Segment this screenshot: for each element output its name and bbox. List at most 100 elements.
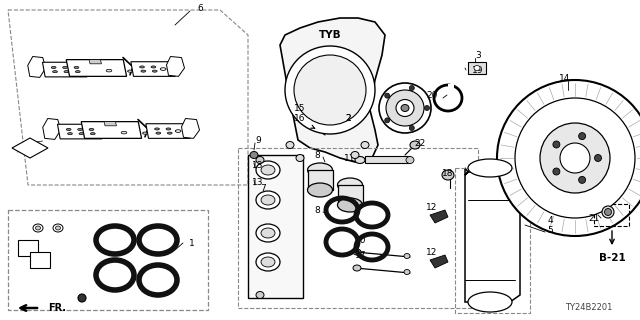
Ellipse shape <box>79 132 84 135</box>
Ellipse shape <box>261 195 275 205</box>
Text: 13: 13 <box>252 161 264 170</box>
Text: 17: 17 <box>355 252 367 260</box>
Ellipse shape <box>404 269 410 275</box>
Ellipse shape <box>379 83 431 133</box>
Ellipse shape <box>468 159 512 177</box>
Ellipse shape <box>404 253 410 259</box>
Polygon shape <box>58 124 102 139</box>
Polygon shape <box>81 122 141 138</box>
Ellipse shape <box>294 55 366 125</box>
Ellipse shape <box>261 257 275 267</box>
Text: FR.: FR. <box>48 303 66 313</box>
Ellipse shape <box>515 98 635 218</box>
Ellipse shape <box>553 141 560 148</box>
Text: 4: 4 <box>547 215 553 225</box>
Ellipse shape <box>53 224 63 232</box>
Ellipse shape <box>285 46 375 134</box>
Text: 19: 19 <box>472 66 484 75</box>
Ellipse shape <box>256 161 280 179</box>
Text: 1: 1 <box>189 238 195 247</box>
Ellipse shape <box>160 68 166 70</box>
Ellipse shape <box>410 125 414 131</box>
Polygon shape <box>430 255 448 268</box>
Bar <box>238 148 478 308</box>
Ellipse shape <box>76 71 80 73</box>
Bar <box>30 252 50 268</box>
Text: 15: 15 <box>294 103 306 113</box>
Ellipse shape <box>595 155 602 162</box>
Ellipse shape <box>166 128 171 130</box>
Polygon shape <box>182 118 200 138</box>
Ellipse shape <box>396 100 414 116</box>
Polygon shape <box>12 138 48 158</box>
Ellipse shape <box>579 132 586 140</box>
Ellipse shape <box>385 93 390 98</box>
Ellipse shape <box>602 206 614 218</box>
Text: 16: 16 <box>294 114 306 123</box>
Ellipse shape <box>155 128 159 130</box>
Ellipse shape <box>152 70 157 72</box>
Ellipse shape <box>63 67 67 68</box>
Ellipse shape <box>442 170 454 180</box>
Ellipse shape <box>307 183 333 197</box>
Ellipse shape <box>156 132 161 134</box>
Ellipse shape <box>361 141 369 148</box>
Bar <box>308 170 333 190</box>
Ellipse shape <box>78 294 86 302</box>
Ellipse shape <box>424 106 429 110</box>
Polygon shape <box>67 60 127 76</box>
Ellipse shape <box>35 226 40 230</box>
Ellipse shape <box>64 71 68 73</box>
Ellipse shape <box>553 168 560 175</box>
Ellipse shape <box>141 70 146 72</box>
Ellipse shape <box>474 66 480 70</box>
Ellipse shape <box>256 253 280 271</box>
Text: 2: 2 <box>345 114 351 123</box>
Text: 18: 18 <box>442 169 454 178</box>
Bar <box>468 62 486 74</box>
Ellipse shape <box>56 226 61 230</box>
Ellipse shape <box>168 132 172 134</box>
Ellipse shape <box>560 143 590 173</box>
Polygon shape <box>28 57 45 77</box>
Polygon shape <box>430 210 448 223</box>
Text: 5: 5 <box>547 226 553 235</box>
Ellipse shape <box>67 128 71 131</box>
Ellipse shape <box>351 151 359 158</box>
Bar <box>248 155 303 298</box>
Ellipse shape <box>175 130 181 132</box>
Ellipse shape <box>140 66 145 68</box>
Bar <box>594 204 629 226</box>
Ellipse shape <box>401 105 409 111</box>
Ellipse shape <box>261 165 275 175</box>
Ellipse shape <box>605 209 611 215</box>
Polygon shape <box>104 122 116 126</box>
Ellipse shape <box>90 132 95 135</box>
Text: 14: 14 <box>559 74 571 83</box>
Ellipse shape <box>286 141 294 148</box>
Text: 2: 2 <box>345 114 351 123</box>
Ellipse shape <box>386 90 424 126</box>
Ellipse shape <box>51 67 56 68</box>
Ellipse shape <box>337 178 362 192</box>
Ellipse shape <box>261 228 275 238</box>
Polygon shape <box>280 18 385 162</box>
Text: 3: 3 <box>475 51 481 60</box>
Text: 7: 7 <box>260 183 266 193</box>
Ellipse shape <box>406 156 414 164</box>
Polygon shape <box>146 124 190 138</box>
Polygon shape <box>131 62 175 76</box>
Bar <box>338 185 363 205</box>
Text: TY24B2201: TY24B2201 <box>564 303 612 313</box>
Ellipse shape <box>353 249 361 255</box>
Polygon shape <box>465 168 520 302</box>
Ellipse shape <box>250 151 258 158</box>
Polygon shape <box>42 62 87 77</box>
Ellipse shape <box>68 132 72 135</box>
Bar <box>18 240 38 256</box>
Text: 20: 20 <box>426 91 438 100</box>
Ellipse shape <box>89 128 94 131</box>
Ellipse shape <box>127 70 132 72</box>
Text: 10: 10 <box>355 236 367 244</box>
Ellipse shape <box>256 292 264 299</box>
